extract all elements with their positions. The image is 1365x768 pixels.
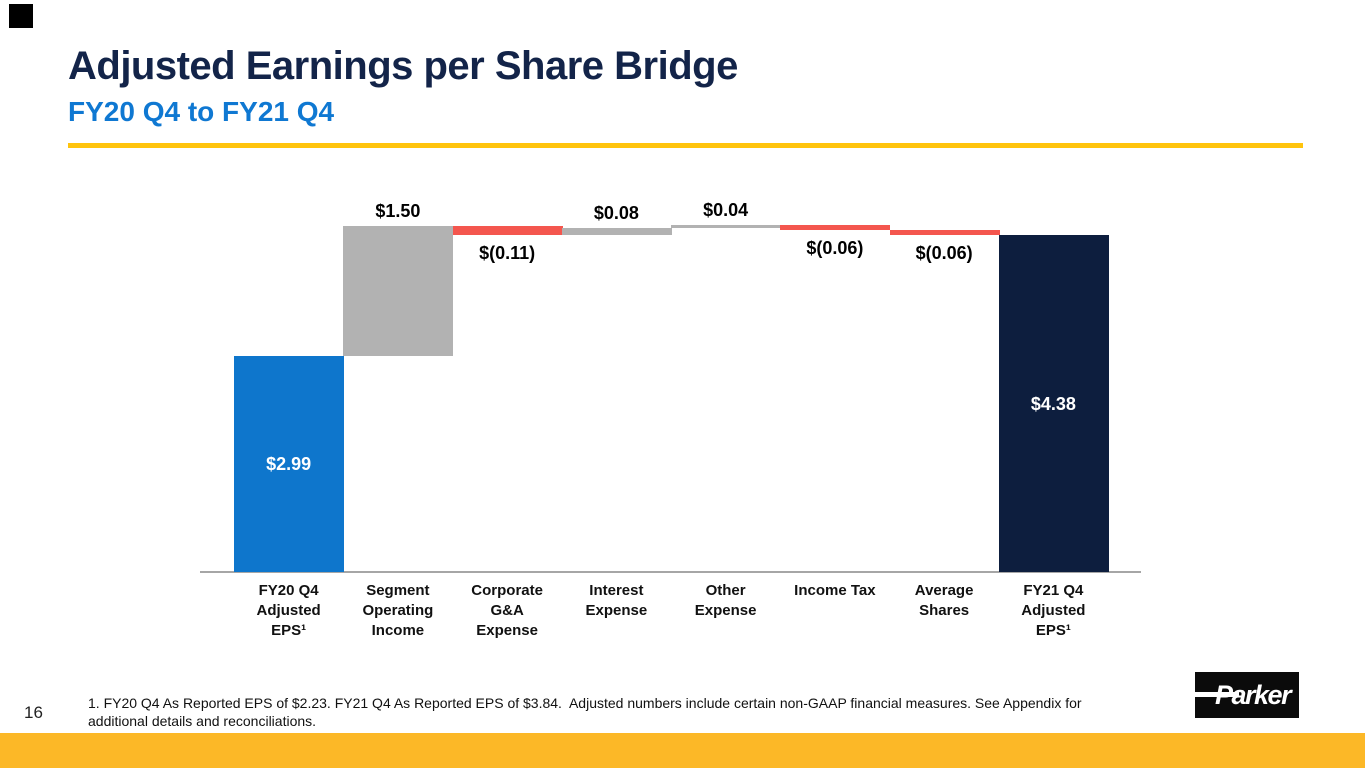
category-label-average-shares: Average Shares	[914, 582, 974, 619]
value-label-average-shares: $(0.06)	[915, 243, 973, 264]
title-underline-rule	[68, 143, 1303, 148]
parker-logo-text: Parker	[1215, 680, 1292, 710]
category-label-income-tax: Income Tax	[794, 582, 876, 599]
value-label-other-expense: $0.04	[703, 199, 749, 220]
bar-average-shares	[889, 230, 1000, 236]
category-label-fy20-q4-adjusted-eps: FY20 Q4 Adjusted EPS¹	[256, 582, 321, 639]
bar-income-tax	[780, 224, 891, 231]
page-title: Adjusted Earnings per Share Bridge	[68, 44, 738, 88]
category-label-corporate-ga-expense: Corporate G&A Expense	[471, 582, 543, 639]
value-label-corporate-ga-expense: $(0.11)	[479, 243, 536, 264]
x-axis-line	[200, 571, 1141, 573]
category-label-segment-operating-income: Segment Operating Income	[362, 582, 434, 639]
bar-fy21-q4-adjusted-eps	[998, 235, 1109, 572]
footnote: 1. FY20 Q4 As Reported EPS of $2.23. FY2…	[88, 694, 1082, 730]
category-label-other-expense: Other Expense	[694, 582, 757, 619]
footer-gold-bar	[0, 733, 1365, 768]
value-label-income-tax: $(0.06)	[806, 238, 864, 259]
category-label-fy21-q4-adjusted-eps: FY21 Q4 Adjusted EPS¹	[1021, 582, 1086, 639]
value-label-fy20-q4-adjusted-eps: $2.99	[266, 454, 312, 475]
bar-fy20-q4-adjusted-eps	[234, 356, 344, 572]
bar-segment-operating-income	[343, 225, 454, 357]
page-subtitle: FY20 Q4 to FY21 Q4	[68, 96, 335, 127]
bar-other-expense	[671, 224, 781, 229]
category-label-interest-expense: Interest Expense	[585, 582, 648, 619]
parker-logo: Parker	[1195, 672, 1299, 718]
footnote-line-1: 1. FY20 Q4 As Reported EPS of $2.23. FY2…	[88, 695, 1082, 711]
page-number: 16	[24, 703, 43, 722]
value-label-segment-operating-income: $1.50	[375, 200, 421, 221]
bar-interest-expense	[561, 228, 672, 236]
corner-black-square	[9, 4, 33, 28]
parker-logo-dash-icon	[1195, 692, 1239, 697]
footnote-line-2: additional details and reconciliations.	[88, 713, 317, 729]
value-label-fy21-q4-adjusted-eps: $4.38	[1030, 393, 1076, 414]
value-label-interest-expense: $0.08	[593, 203, 639, 224]
bar-corporate-ga-expense	[452, 225, 563, 236]
